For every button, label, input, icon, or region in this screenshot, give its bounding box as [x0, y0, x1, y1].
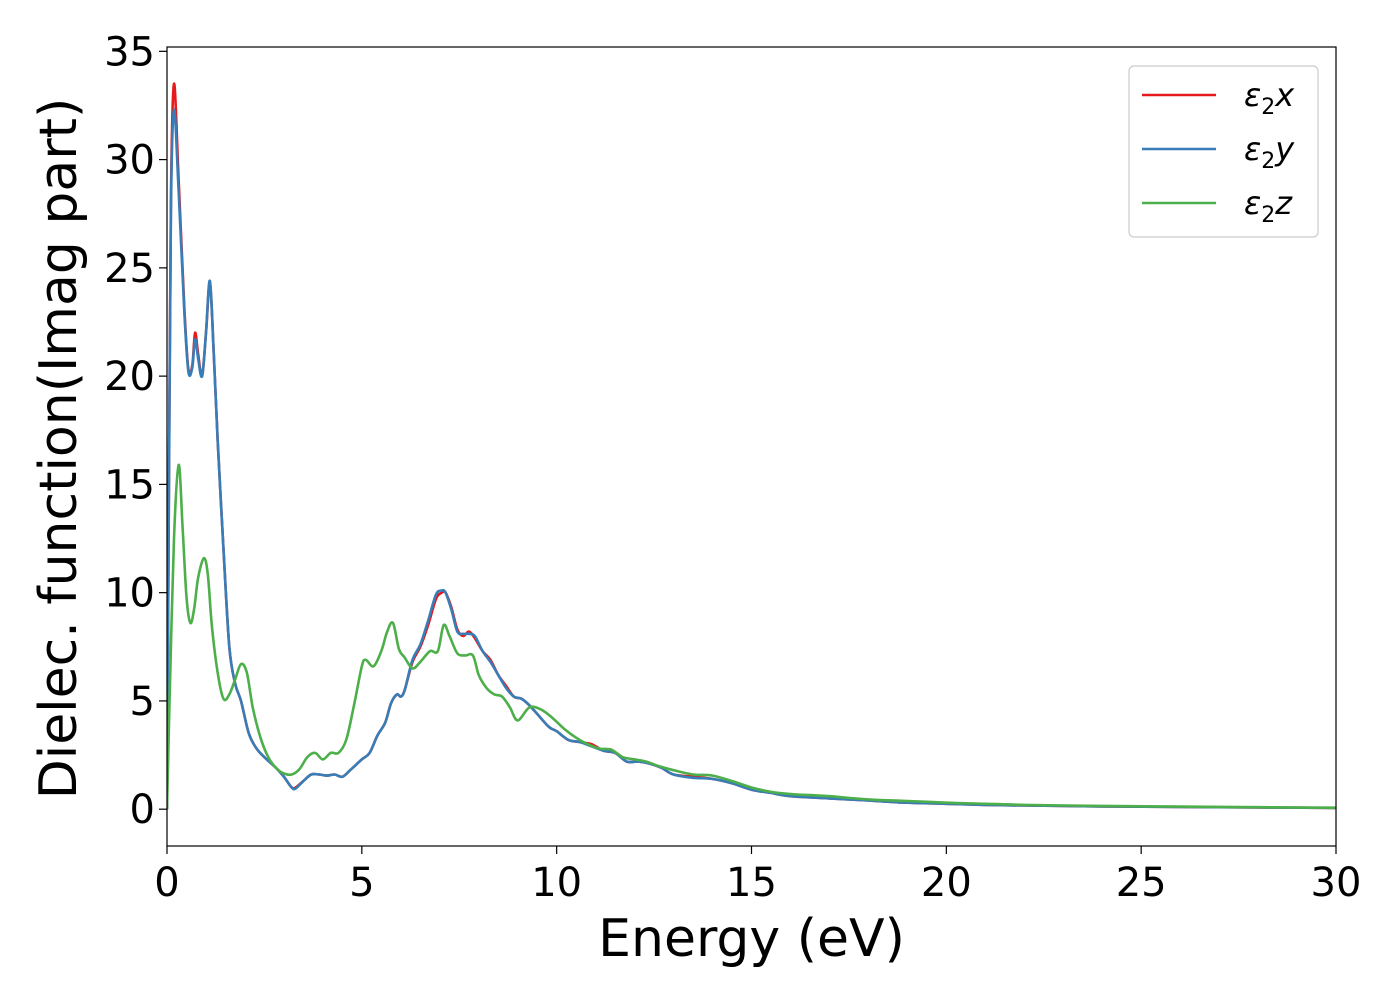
x-tick-label: 30: [1311, 860, 1362, 906]
legend: ε2x ε2y ε2z: [1128, 65, 1319, 238]
y-tick-label: 15: [104, 462, 155, 508]
x-tick-label: 20: [921, 860, 972, 906]
y-tick-label: 35: [104, 29, 155, 75]
legend-item: ε2z: [1142, 184, 1293, 228]
series-line-y: [167, 108, 1336, 810]
legend-item: ε2x: [1142, 76, 1295, 120]
plot-lines: [167, 82, 1336, 810]
legend-box: [1128, 65, 1319, 238]
x-tick-label: 10: [531, 860, 582, 906]
y-tick-label: 25: [104, 246, 155, 292]
x-axis-label: Energy (eV): [598, 909, 905, 969]
y-axis-label: Dielec. function(Imag part): [29, 98, 89, 800]
x-tick-label: 25: [1116, 860, 1167, 906]
y-axis-ticks: 0 5 10 15 20 25 30 35: [104, 29, 167, 833]
x-axis-ticks: 0 5 10 15 20 25 30: [154, 846, 1361, 906]
legend-label: ε2z: [1244, 184, 1293, 228]
x-tick-label: 15: [726, 860, 777, 906]
y-tick-label: 20: [104, 354, 155, 400]
legend-label: ε2x: [1244, 76, 1295, 120]
y-tick-label: 30: [104, 138, 155, 184]
y-tick-label: 10: [104, 571, 155, 617]
x-tick-label: 0: [154, 860, 179, 906]
series-line-z: [167, 463, 1336, 810]
y-tick-label: 5: [130, 679, 155, 725]
legend-item: ε2y: [1142, 130, 1295, 174]
x-tick-label: 5: [349, 860, 374, 906]
y-tick-label: 0: [130, 787, 155, 833]
legend-label: ε2y: [1244, 130, 1295, 174]
